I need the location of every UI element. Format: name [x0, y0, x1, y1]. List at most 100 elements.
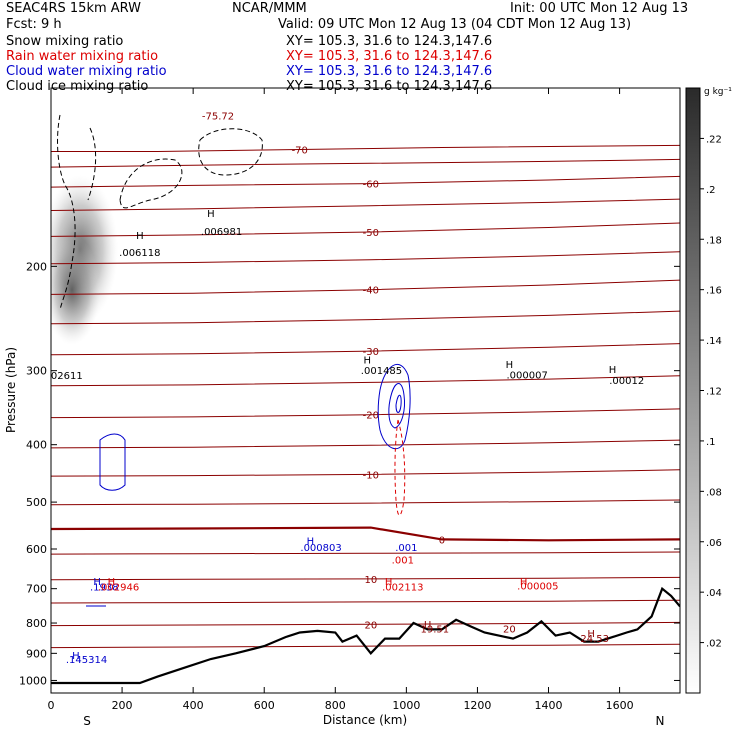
field-extremum-label: .006118: [119, 248, 160, 259]
field-extremum-label: -75.72: [202, 111, 234, 122]
field-xy-snow: XY= 105.3, 31.6 to 124.3,147.6: [286, 34, 493, 49]
y-tick-label: 700: [26, 583, 47, 596]
field-name-rain: Rain water mixing ratio: [6, 49, 159, 64]
field-extremum-label: H: [72, 651, 80, 662]
temperature-contours: -70 -60 -50 -40 -30 -20 -10 0 10 20: [51, 144, 680, 649]
field-extremum-label: 19.51: [420, 625, 449, 636]
isotherm-label: -20: [363, 411, 379, 422]
colorbar-tick-label: .16: [706, 286, 722, 297]
isotherm-label: -60: [363, 180, 379, 191]
x-tick-label: 400: [183, 699, 204, 712]
field-extremum-label: .006981: [201, 227, 242, 238]
y-tick-label: 300: [26, 365, 47, 378]
field-extremum-label: .00012: [609, 376, 644, 387]
colorbar-tick-label: .22: [706, 134, 722, 145]
forecast-hour: Fcst: 9 h: [6, 17, 62, 32]
y-tick-label: 600: [26, 543, 47, 556]
field-extremum-label: .001485: [361, 366, 402, 377]
field-extremum-label: H: [609, 365, 617, 376]
isotherm-label: 0: [439, 535, 445, 546]
colorbar-ticks: .02 .04 .06 .08 .1 .12 .14 .16 .18 .2 .22: [700, 134, 722, 650]
field-extremum-label: .001: [392, 556, 414, 567]
colorbar-unit: g kg⁻¹: [704, 87, 732, 97]
colorbar-tick-label: .2: [706, 185, 716, 196]
x-tick-label: 200: [112, 699, 133, 712]
field-extremum-label: H: [207, 209, 215, 220]
isotherm--55: [51, 198, 680, 211]
y-tick-label: 400: [26, 439, 47, 452]
isotherm--35: [51, 310, 680, 325]
field-extremum-label: 24.53: [580, 634, 609, 645]
isotherm--30: [51, 343, 680, 356]
colorbar-tick-label: .06: [706, 538, 722, 549]
north-label: N: [656, 714, 665, 728]
south-label: S: [83, 714, 91, 728]
x-tick-label: 1200: [463, 699, 491, 712]
field-name-cloud-water: Cloud water mixing ratio: [6, 64, 167, 79]
isotherm--10: [51, 469, 680, 477]
field-extremum-label: H: [307, 537, 315, 548]
colorbar-tick-label: .14: [706, 336, 722, 347]
valid-time: Valid: 09 UTC Mon 12 Aug 13 (04 CDT Mon …: [278, 17, 632, 32]
terrain-line: [51, 586, 680, 685]
isotherm-10: [51, 576, 680, 581]
y-tick-label: 900: [26, 647, 47, 660]
model-title: SEAC4RS 15km ARW: [6, 1, 142, 16]
isotherm-label: 10: [364, 575, 377, 586]
x-tick-label: 0: [48, 699, 55, 712]
colorbar-tick-label: .02: [706, 639, 722, 650]
colorbar: [685, 87, 701, 694]
field-extremum-label: .000803: [300, 543, 341, 554]
isotherm-label: -10: [363, 470, 379, 481]
y-axis-label: Pressure (hPa): [4, 347, 18, 433]
x-tick-label: 800: [325, 699, 346, 712]
isotherm--65: [51, 158, 680, 168]
x-tick-label: 1400: [535, 699, 563, 712]
y-tick-label: 800: [26, 617, 47, 630]
field-extremum-label: .145314: [66, 655, 107, 666]
plot-frame: [50, 87, 681, 694]
x-tick-label: 1600: [606, 699, 634, 712]
isotherm-label: -30: [363, 347, 379, 358]
isotherm-label: -70: [292, 145, 308, 156]
axis-ticks: 0 200 400 600 800 1000 1200 1400 160020030040050…: [19, 88, 680, 712]
colorbar-tick-label: .18: [706, 235, 722, 246]
isotherm-15: [51, 599, 680, 604]
field-extremum-label: H: [108, 577, 116, 588]
field-extremum-label: H: [136, 231, 144, 242]
colorbar-tick-label: .12: [706, 387, 722, 398]
isotherm--15: [51, 439, 680, 449]
isotherm-label: -50: [363, 228, 379, 239]
colorbar-tick-label: .04: [706, 588, 722, 599]
isotherm--45: [51, 251, 680, 265]
cloud-water-contours: [86, 363, 411, 607]
isotherm--20: [51, 408, 680, 419]
field-xy-cloud-water: XY= 105.3, 31.6 to 124.3,147.6: [286, 64, 493, 79]
center-label: NCAR/MMM: [232, 1, 307, 16]
x-axis-label: Distance (km): [323, 713, 407, 727]
field-extremum-label: .02611: [48, 371, 83, 382]
field-extremum-label: H: [364, 356, 372, 367]
isotherm--5: [51, 499, 680, 506]
y-tick-label: 1000: [19, 674, 47, 687]
field-xy-rain: XY= 105.3, 31.6 to 124.3,147.6: [286, 49, 493, 64]
field-extremum-label: .002113: [382, 583, 423, 594]
isotherm--70: [51, 144, 680, 152]
y-tick-label: 500: [26, 496, 47, 509]
isotherm--60: [51, 175, 680, 188]
init-time: Init: 00 UTC Mon 12 Aug 13: [510, 1, 689, 16]
colorbar-tick-label: .08: [706, 487, 722, 498]
field-extremum-label: 20: [503, 625, 516, 636]
field-extremum-label: .002946: [98, 583, 139, 594]
plot-labels: -75.72H.006118H.006981.02611H.001485H.00…: [48, 111, 644, 666]
isotherm-25: [51, 643, 680, 649]
isotherm-label: 20: [364, 620, 377, 631]
field-extremum-label: H: [520, 577, 528, 588]
rain-water-contours: [394, 419, 406, 516]
field-xy-cloud-ice: XY= 105.3, 31.6 to 124.3,147.6: [286, 79, 493, 94]
isotherm-label: -40: [363, 286, 379, 297]
field-extremum-label: H: [587, 629, 595, 640]
field-name-snow: Snow mixing ratio: [6, 34, 124, 49]
snow-shading: [51, 175, 118, 345]
